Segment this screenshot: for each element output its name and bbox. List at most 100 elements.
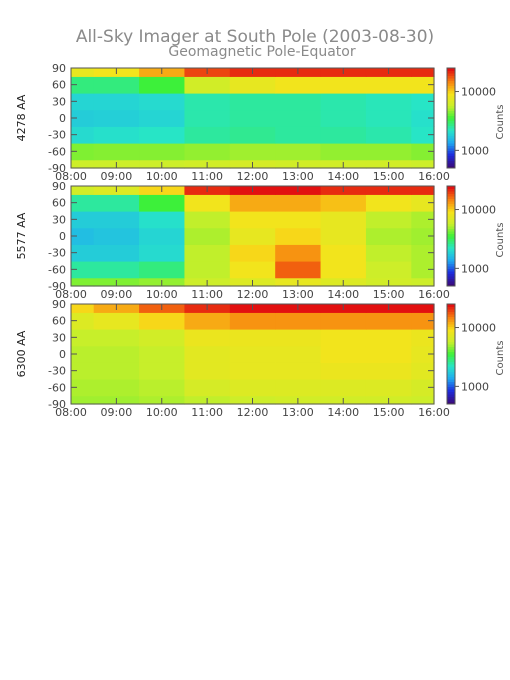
heatmap-cell	[411, 159, 435, 169]
colorbar-segment	[447, 206, 455, 209]
x-tick-label: 14:00	[327, 288, 359, 301]
heatmap-cell	[229, 143, 276, 161]
colorbar-segment	[447, 128, 455, 131]
heatmap-cell	[184, 211, 231, 229]
heatmap-cell	[71, 261, 95, 279]
heatmap-cell	[275, 312, 322, 330]
heatmap-cell	[275, 194, 322, 212]
figure-title: All-Sky Imager at South Pole (2003-08-30…	[76, 27, 434, 47]
heatmap-cell	[411, 345, 435, 363]
colorbar-segment	[447, 371, 455, 375]
colorbar-segment	[447, 153, 455, 156]
colorbar-segment	[447, 326, 455, 330]
heatmap-cell	[229, 312, 276, 330]
colorbar-segment	[447, 93, 455, 96]
colorbar-segment	[447, 203, 455, 207]
heatmap-cell	[184, 126, 231, 144]
heatmap-cell	[93, 76, 140, 94]
heatmap-cell	[229, 345, 276, 363]
colorbar-segment	[447, 331, 455, 335]
heatmap-cell	[93, 312, 140, 330]
colorbar-segment	[447, 113, 455, 116]
x-tick-label: 13:00	[282, 170, 314, 183]
heatmap-cell	[71, 93, 95, 111]
heatmap-cell	[320, 211, 367, 229]
y-tick-label: 30	[52, 331, 66, 344]
colorbar-segment	[447, 133, 455, 136]
heatmap-cell	[71, 143, 95, 161]
colorbar-segment	[447, 238, 455, 242]
colorbar-segment	[447, 283, 455, 287]
heatmap-cell	[93, 143, 140, 161]
heatmap-cell	[365, 345, 412, 363]
colorbar-segment	[447, 231, 455, 234]
colorbar-segment	[447, 258, 455, 262]
colorbar-tick-label: 10000	[461, 86, 496, 99]
colorbar-segment	[447, 386, 455, 390]
x-tick-label: 08:00	[55, 288, 87, 301]
colorbar-segment	[447, 369, 455, 372]
heatmap-cell	[229, 379, 276, 397]
colorbar-segment	[447, 198, 455, 202]
colorbar-segment	[447, 83, 455, 86]
heatmap-cell	[275, 227, 322, 245]
heatmap-cell	[411, 93, 435, 111]
heatmap-cell	[365, 93, 412, 111]
colorbar-segment	[447, 304, 455, 307]
y-tick-label: 30	[52, 95, 66, 108]
heatmap-cell	[411, 68, 435, 77]
colorbar-segment	[447, 130, 455, 134]
colorbar-segment	[447, 356, 455, 360]
y-tick-label: -30	[48, 365, 66, 378]
heatmap-cell	[71, 186, 95, 195]
heatmap-cell	[139, 227, 186, 245]
colorbar-segment	[447, 218, 455, 222]
heatmap-cell	[411, 244, 435, 262]
heatmap-cell	[139, 244, 186, 262]
colorbar-segment	[447, 138, 455, 141]
x-tick-label: 09:00	[101, 406, 133, 419]
colorbar-label: Counts	[495, 223, 506, 258]
colorbar-segment	[447, 281, 455, 284]
heatmap-cell	[71, 362, 95, 380]
heatmap-cell	[365, 109, 412, 127]
y-axis-label: 4278 AA	[15, 94, 28, 141]
heatmap-cell	[411, 227, 435, 245]
heatmap-cell	[71, 227, 95, 245]
heatmap-cell	[93, 126, 140, 144]
colorbar-segment	[447, 70, 455, 74]
colorbar-segment	[447, 339, 455, 342]
colorbar-segment	[447, 271, 455, 274]
colorbar-segment	[447, 90, 455, 94]
heatmap-cell	[411, 186, 435, 195]
heatmap-cell	[93, 211, 140, 229]
heatmap-cell	[320, 312, 367, 330]
colorbar-tick-label: 10000	[461, 322, 496, 335]
colorbar-segment	[447, 120, 455, 124]
heatmap-cell	[275, 362, 322, 380]
heatmap-cell	[139, 126, 186, 144]
colorbar-segment	[447, 389, 455, 392]
y-tick-label: -60	[48, 263, 66, 276]
heatmap-cell	[320, 244, 367, 262]
heatmap-cell	[275, 211, 322, 229]
y-tick-label: -90	[48, 162, 66, 175]
y-tick-label: 60	[52, 79, 66, 92]
heatmap-cell	[184, 76, 231, 94]
heatmap-cell	[139, 194, 186, 212]
colorbar-segment	[447, 399, 455, 402]
colorbar-frame	[446, 67, 456, 169]
heatmap-cell	[93, 345, 140, 363]
heatmap-cell	[93, 194, 140, 212]
heatmap-cell	[320, 362, 367, 380]
colorbar-segment	[447, 226, 455, 229]
colorbar-segment	[447, 248, 455, 252]
heatmap-cell	[365, 126, 412, 144]
heatmap-cell	[411, 143, 435, 161]
colorbar-segment	[447, 100, 455, 104]
y-tick-label: 90	[52, 298, 66, 311]
heatmap-cell	[411, 126, 435, 144]
colorbar-segment	[447, 193, 455, 197]
